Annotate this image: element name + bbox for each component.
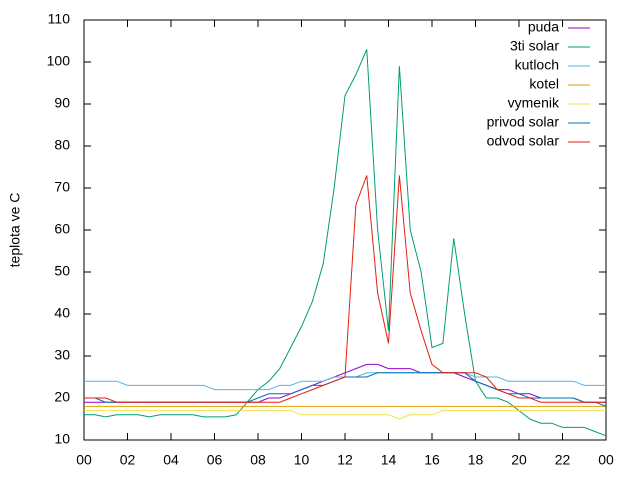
x-tick-label: 02: [120, 452, 136, 468]
y-tick-label: 50: [54, 263, 70, 279]
y-tick-label: 90: [54, 95, 70, 111]
x-tick-label: 00: [598, 452, 614, 468]
x-tick-label: 08: [250, 452, 266, 468]
x-tick-label: 18: [468, 452, 484, 468]
series-line: [84, 410, 606, 420]
x-tick-label: 04: [163, 452, 179, 468]
x-tick-label: 16: [424, 452, 440, 468]
legend-label: vymenik: [508, 95, 560, 111]
y-tick-label: 40: [54, 305, 70, 321]
y-tick-label: 60: [54, 221, 70, 237]
y-tick-label: 10: [54, 431, 70, 447]
y-tick-label: 110: [48, 11, 71, 27]
y-tick-label: 20: [54, 389, 70, 405]
y-tick-label: 80: [54, 137, 70, 153]
y-tick-label: 30: [54, 347, 70, 363]
x-tick-label: 10: [294, 452, 310, 468]
x-tick-label: 20: [511, 452, 527, 468]
plot-border: [83, 19, 607, 441]
legend-label: odvod solar: [487, 133, 560, 149]
legend-label: kutloch: [515, 57, 559, 73]
x-tick-label: 00: [76, 452, 92, 468]
series-line: [84, 175, 606, 403]
legend-label: kotel: [529, 76, 559, 92]
y-tick-label: 100: [47, 53, 71, 69]
x-tick-label: 06: [207, 452, 223, 468]
y-axis-label: teplota ve C: [7, 193, 23, 268]
legend-label: puda: [528, 19, 559, 35]
x-tick-label: 12: [337, 452, 353, 468]
x-tick-label: 22: [555, 452, 571, 468]
y-tick-label: 70: [54, 179, 70, 195]
legend-label: privod solar: [487, 114, 560, 130]
x-tick-label: 14: [381, 452, 397, 468]
legend-label: 3ti solar: [510, 38, 559, 54]
